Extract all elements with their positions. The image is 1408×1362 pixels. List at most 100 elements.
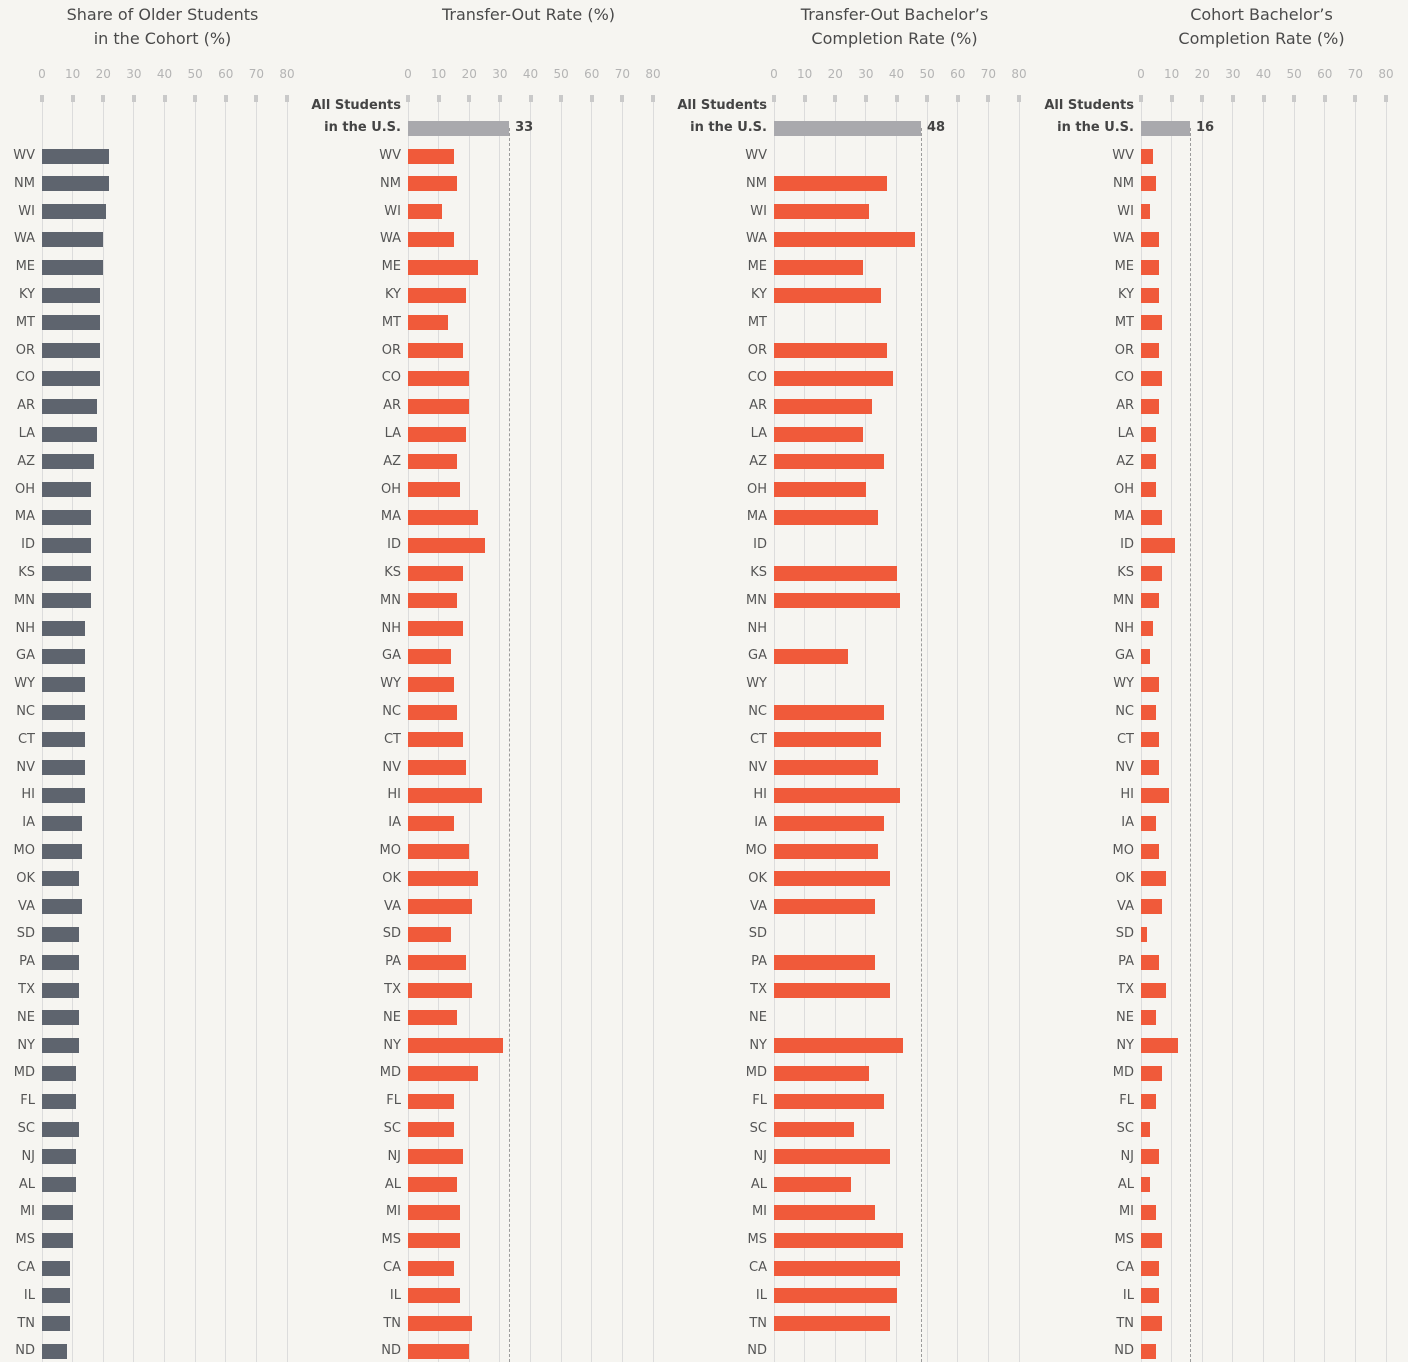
category-label: NE [383,1009,401,1025]
bar [42,871,79,887]
bar [408,509,479,525]
tick-mark [193,95,198,102]
chart-title: Transfer-Out Rate (%) [441,5,616,24]
tick-mark [589,95,594,102]
grid-line [1232,102,1234,1362]
bar [1141,1177,1151,1193]
bar [42,1232,73,1248]
tick-mark [528,95,533,102]
category-label: AL [1117,1176,1134,1192]
category-label: WV [379,148,401,163]
bar [774,370,894,386]
bar [1141,760,1160,776]
bar [1141,1232,1163,1248]
reference-value-label: 48 [927,120,946,135]
bar [42,1316,70,1332]
x-tick-label: 60 [218,67,234,81]
bar [774,343,888,359]
category-label: CA [1116,1260,1134,1275]
bar [42,231,104,247]
category-label: TN [1116,1315,1134,1331]
bar [1141,843,1160,859]
category-label: SC [749,1121,767,1136]
tick-mark [1169,95,1174,102]
category-label: LA [1117,426,1134,441]
x-tick-label: 30 [126,67,142,81]
category-label: PA [19,954,35,970]
category-label: MI [751,1204,767,1220]
bar [42,954,79,970]
category-label: WV [13,148,35,163]
category-label: HI [1120,787,1134,803]
grid-line [1385,102,1387,1362]
category-label: NV [16,759,35,775]
bar [1141,343,1160,359]
tick-mark [986,95,991,102]
bar [408,1121,454,1137]
x-tick-label: 20 [827,67,843,81]
category-label: MO [1112,843,1134,858]
category-label: IA [754,815,767,831]
category-label: MA [380,509,401,525]
category-label: GA [1115,648,1134,664]
category-label: OH [746,481,767,497]
reference-line [920,128,922,1362]
bar [408,1343,470,1359]
bar [1141,899,1163,915]
tick-mark [651,95,655,102]
category-label: WA [13,231,35,247]
category-label: NH [381,620,402,636]
grid-line [164,102,165,1362]
x-tick-label: 40 [156,67,173,81]
bar [1141,1065,1163,1081]
bar [42,704,85,720]
bar [42,926,79,942]
category-label: ND [1114,1343,1134,1359]
category-label: ID [753,537,767,553]
x-tick-label: 10 [64,67,81,81]
bar [774,1260,900,1276]
category-label: PA [385,954,401,970]
grid-line [41,102,43,1362]
bar [408,648,451,664]
bar [408,621,464,637]
bar [408,1177,457,1193]
grid-line [773,102,775,1362]
category-label: AZ [17,453,35,469]
grid-line [1354,102,1356,1362]
bar [408,1288,461,1304]
bar [408,287,467,303]
bar [1141,1288,1160,1304]
chart-title: Share of Older Students in the Cohort (%… [66,5,259,48]
bar [774,899,876,915]
bar [42,982,79,998]
category-label: NH [747,620,768,636]
category-label: NY [17,1037,35,1053]
bar [774,1065,869,1081]
bar [408,676,454,692]
category-label: KS [1117,565,1134,580]
category-label: VA [18,898,35,914]
category-label: CT [383,731,401,747]
grid-line [804,102,806,1362]
bar [42,370,101,386]
tick-mark [1139,95,1143,102]
category-label: NH [15,620,36,636]
category-label: NV [382,759,401,775]
category-label: MI [19,1204,35,1220]
bar [42,287,101,303]
bar [42,1121,79,1137]
x-tick-label: 40 [522,67,539,81]
category-label: IL [23,1287,35,1303]
tick-mark [1261,95,1266,102]
bar [408,370,470,386]
category-label: HI [21,787,35,803]
tick-mark [1230,95,1235,102]
bar [1141,231,1160,247]
category-label: TN [383,1315,401,1331]
tick-mark [802,95,807,102]
bar [408,787,482,803]
tick-mark [620,95,625,102]
category-label: SC [383,1121,401,1136]
